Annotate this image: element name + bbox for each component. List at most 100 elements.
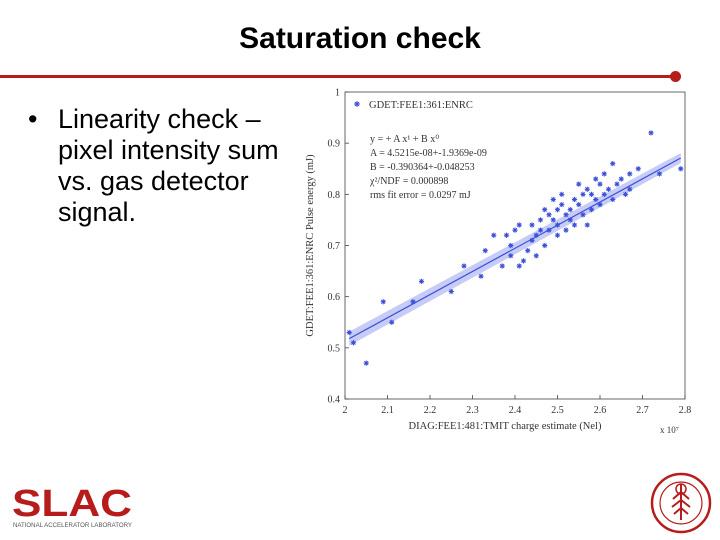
x-tick-label: 2.3 [466,405,479,416]
data-point [533,232,539,238]
fit-line [348,157,682,340]
data-point [567,207,573,213]
data-point [503,232,510,238]
data-point [567,217,573,223]
chart-svg: 2 2.1 2.2 2.3 2.4 2.5 2.6 2.7 2.8 0.4 0.5 0.6 0.7 0.8… [305,88,691,436]
data-point [635,166,641,172]
title-rule-dot [670,71,681,82]
x-tick-label: 2.1 [381,405,394,416]
data-point [512,227,518,233]
title-rule [0,75,675,78]
data-point [525,248,531,254]
data-point [520,258,527,264]
data-point [588,207,595,213]
data-point [656,171,663,177]
x-axis-multiplier: x 10⁷ [660,425,679,435]
data-point [576,181,582,187]
x-tick-label: 2.6 [594,405,607,416]
x-tick-label: 2.5 [551,405,564,416]
data-point [508,242,514,249]
data-point [363,360,369,366]
data-point [622,191,629,197]
data-point [550,217,556,223]
data-point [580,212,586,218]
data-point [537,217,544,223]
legend-marker [354,101,360,107]
x-tick-label: 2.2 [424,405,437,416]
bullet-marker: • [28,104,38,134]
bullet-text: Linearity check – pixel intensity sum vs… [58,104,279,227]
y-axis-label: GDET:FEE1:361:ENRC Pulse energy (mJ) [305,154,316,337]
data-point [448,288,454,295]
data-point [563,227,569,233]
data-point [627,171,633,177]
y-tick-label: 0.4 [328,395,341,406]
fit-annotation: rms fit error = 0.0297 mJ [370,190,471,201]
scatter-chart: 2 2.1 2.2 2.3 2.4 2.5 2.6 2.7 2.8 0.4 0.5 0.6 0.7 0.8… [300,86,700,438]
data-point [614,181,620,187]
x-tick-label: 2.4 [509,405,522,416]
slide-title: Saturation check [239,22,481,55]
data-point [554,232,561,238]
data-point [550,196,556,203]
data-point [563,212,569,218]
data-point [678,166,684,172]
data-point [554,207,561,213]
data-point [584,186,590,192]
data-point [576,201,582,208]
data-point [491,232,497,238]
data-point [601,171,607,177]
fit-annotation: y = + A x¹ + B x⁰ [370,134,439,145]
data-point [546,212,552,218]
data-point [542,242,548,249]
data-point [529,237,535,243]
fit-annotation: χ²/NDF = 0.000898 [369,176,448,187]
data-point [554,222,561,228]
data-point [482,248,488,254]
data-point [516,222,522,228]
data-point [588,191,595,197]
stanford-seal-icon [650,472,712,534]
slac-logo: SLAC NATIONAL ACCELERATOR LABORATORY [12,484,133,529]
y-tick-label: 0.8 [328,190,341,201]
y-tick-label: 0.6 [328,292,341,303]
data-point [529,222,535,228]
data-point [350,340,357,346]
data-point [593,196,599,203]
fit-annotation: A = 4.5215e-08+-1.9369e-09 [370,148,487,159]
data-point [597,181,603,187]
data-point [605,186,612,192]
y-tick-label: 1 [335,88,340,99]
fit-annotation: B = -0.390364+-0.048253 [370,162,475,173]
data-point [389,319,395,325]
data-point [380,299,386,305]
data-point [559,191,565,197]
data-point [610,161,616,167]
x-tick-label: 2.7 [636,405,649,416]
fit-confidence-band [349,153,681,346]
y-tick-label: 0.7 [328,241,341,252]
legend-label: GDET:FEE1:361:ENRC [369,100,473,111]
slac-logo-text: SLAC [12,484,132,525]
data-point [571,196,578,203]
x-axis-label: DIAG:FEE1:481:TMIT charge estimate (Nel) [409,421,602,432]
data-point [418,278,425,284]
data-point [461,263,467,269]
data-point [571,222,578,228]
data-point [610,196,616,203]
data-point [648,130,654,136]
data-point [593,176,599,182]
data-point [597,201,603,208]
data-point [533,253,539,259]
slac-logo-subtext: NATIONAL ACCELERATOR LABORATORY [13,522,133,529]
data-point [559,201,565,208]
data-point [627,186,633,192]
x-tick-label: 2 [343,405,348,416]
data-point [601,191,607,197]
data-point [537,227,544,233]
data-point [584,222,590,228]
data-point [499,263,505,269]
y-tick-label: 0.5 [328,343,341,354]
data-point [410,299,416,305]
data-point [508,253,514,259]
